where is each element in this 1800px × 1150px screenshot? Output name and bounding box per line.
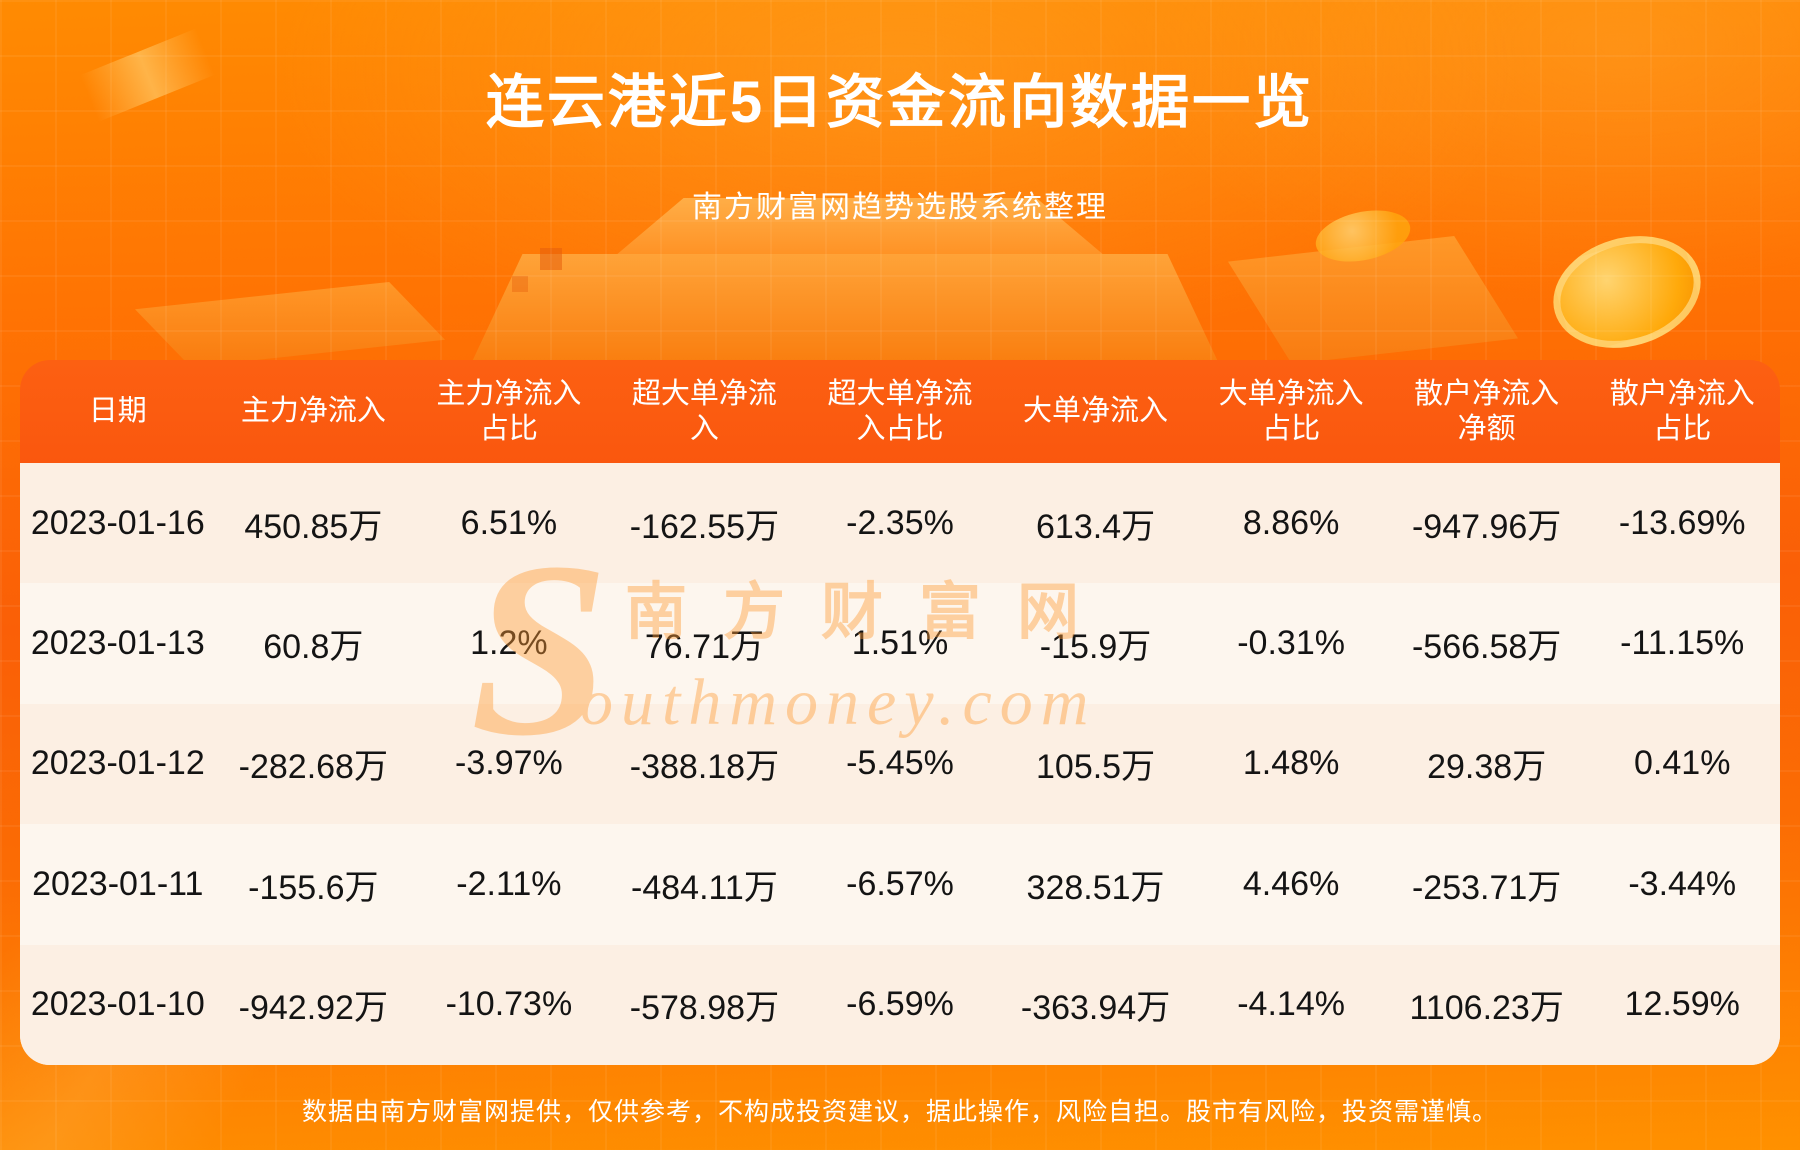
table-cell: -3.44% (1628, 864, 1737, 903)
table-cell: 76.71万 (644, 628, 764, 667)
footer-disclaimer: 数据由南方财富网提供，仅供参考，不构成投资建议，据此操作，风险自担。股市有风险，… (301, 1098, 1498, 1126)
table-cell: -10.73% (445, 985, 573, 1024)
column-header: 散户净流入净额 (1414, 377, 1560, 445)
table-cell: -155.6万 (248, 868, 379, 907)
table-row: 2023-01-12 -282.68万 -3.97% -388.18万 -5.45% 10… (20, 703, 1780, 825)
table-header-row: 日期 主力净流入 主力净流入占比 超大单净流入 超大单净流入占比 大单净流入 大单净流入占比… (20, 360, 1780, 463)
table-row: 2023-01-13 60.8万 1.2% 76.71万 1.51% -15.9万 -0.3… (20, 583, 1780, 704)
table-cell: 6.51% (460, 503, 558, 542)
table-body: 2023-01-16 450.85万 6.51% -162.55万 -2.35% 613.… (20, 463, 1780, 1065)
column-header: 主力净流入 (240, 395, 386, 428)
decoration-square-1 (540, 248, 562, 270)
table-cell: 2023-01-12 (30, 744, 205, 783)
column-header: 主力净流入占比 (436, 377, 582, 445)
table-row: 2023-01-10 -942.92万 -10.73% -578.98万 -6.59% -… (20, 944, 1780, 1065)
fund-flow-table: 日期 主力净流入 主力净流入占比 超大单净流入 超大单净流入占比 大单净流入 大单净流入占比… (20, 360, 1780, 1065)
table-cell: -162.55万 (629, 507, 780, 546)
table-cell: 8.86% (1242, 503, 1340, 542)
table-cell: -578.98万 (629, 989, 780, 1028)
table-cell: 1106.23万 (1409, 989, 1564, 1028)
table-cell: -4.14% (1237, 985, 1345, 1024)
decoration-3d-podium-base (470, 254, 1220, 366)
table-cell: -5.45% (846, 744, 954, 783)
table-row: 2023-01-16 450.85万 6.51% -162.55万 -2.35% 613.… (20, 463, 1780, 584)
table-cell: 1.2% (470, 624, 548, 663)
table-cell: -282.68万 (238, 748, 388, 787)
table-cell: 105.5万 (1036, 748, 1156, 787)
column-header: 超大单净流入占比 (827, 377, 973, 445)
table-cell: 450.85万 (244, 507, 383, 546)
table-cell: -363.94万 (1020, 989, 1171, 1028)
table-cell: 4.46% (1242, 864, 1340, 903)
table-cell: -947.96万 (1411, 507, 1562, 546)
table-cell: -13.69% (1618, 503, 1746, 542)
column-header: 大单净流入 (1023, 395, 1169, 428)
page-title: 连云港近5日资金流向数据一览 (485, 70, 1315, 135)
decoration-square-2 (512, 276, 528, 292)
table-cell: 60.8万 (263, 628, 364, 667)
table-row: 2023-01-11 -155.6万 -2.11% -484.11万 -6.57% 328… (20, 824, 1780, 945)
table-cell: 2023-01-13 (30, 624, 205, 663)
table-cell: -484.11万 (631, 868, 778, 907)
table-cell: 0.41% (1634, 744, 1731, 783)
table-cell: 1.51% (851, 624, 949, 663)
decoration-coin-large (1540, 219, 1714, 365)
table-cell: 613.4万 (1036, 507, 1156, 546)
table-cell: -2.11% (456, 864, 562, 903)
table-cell: -253.71万 (1411, 868, 1562, 907)
table-cell: 2023-01-16 (30, 503, 205, 542)
column-header: 散户净流入占比 (1609, 377, 1755, 445)
table-cell: -942.92万 (238, 989, 388, 1028)
column-header: 日期 (88, 395, 147, 428)
page-subtitle: 南方财富网趋势选股系统整理 (692, 191, 1108, 224)
table-cell: 29.38万 (1427, 748, 1547, 787)
table-cell: 12.59% (1624, 985, 1740, 1024)
table-cell: 2023-01-10 (30, 985, 205, 1024)
table-cell: 1.48% (1242, 744, 1340, 783)
column-header: 大单净流入占比 (1218, 377, 1364, 445)
table-cell: -0.31% (1237, 624, 1345, 663)
table-cell: 2023-01-11 (32, 864, 204, 903)
table-cell: -388.18万 (629, 748, 780, 787)
table-cell: -15.9万 (1039, 628, 1152, 667)
table-cell: 328.51万 (1026, 868, 1165, 907)
table-cell: -11.15% (1620, 624, 1745, 663)
decoration-3d-block-left (135, 282, 445, 367)
column-header: 超大单净流入 (631, 377, 777, 445)
table-cell: -6.59% (846, 985, 954, 1024)
table-cell: -6.57% (846, 864, 954, 903)
table-cell: -3.97% (455, 744, 563, 783)
table-cell: -566.58万 (1411, 628, 1562, 667)
decoration-3d-block-right (1228, 236, 1518, 364)
table-cell: -2.35% (846, 503, 954, 542)
